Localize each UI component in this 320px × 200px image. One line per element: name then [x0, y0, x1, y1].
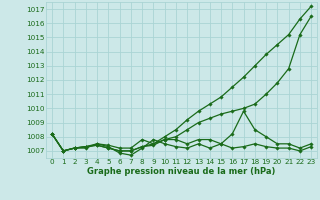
X-axis label: Graphe pression niveau de la mer (hPa): Graphe pression niveau de la mer (hPa) — [87, 167, 276, 176]
